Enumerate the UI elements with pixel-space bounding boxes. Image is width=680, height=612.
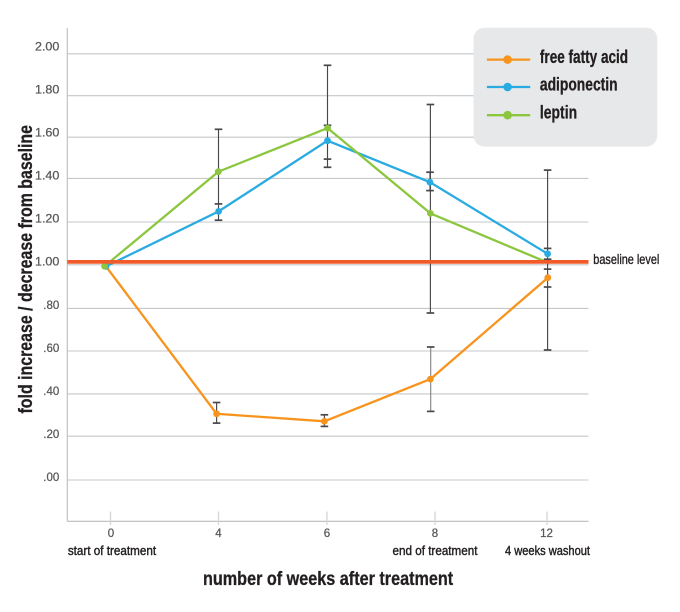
svg-text:1.40: 1.40 bbox=[35, 171, 59, 183]
svg-text:2.00: 2.00 bbox=[35, 42, 59, 54]
svg-text:4: 4 bbox=[215, 528, 222, 540]
svg-text:adiponectin: adiponectin bbox=[540, 74, 618, 94]
svg-text:.80: .80 bbox=[43, 300, 59, 312]
svg-text:fold increase / decrease from: fold increase / decrease from baseline bbox=[16, 125, 37, 414]
svg-text:4 weeks washout: 4 weeks washout bbox=[505, 544, 590, 558]
svg-text:1.60: 1.60 bbox=[35, 128, 59, 140]
svg-text:1.20: 1.20 bbox=[35, 214, 59, 226]
svg-text:start of treatment: start of treatment bbox=[68, 544, 157, 558]
svg-text:.60: .60 bbox=[43, 343, 59, 355]
svg-text:.20: .20 bbox=[43, 429, 59, 441]
svg-text:free fatty acid: free fatty acid bbox=[540, 47, 628, 67]
svg-text:leptin: leptin bbox=[540, 103, 577, 123]
svg-text:baseline level: baseline level bbox=[593, 252, 659, 267]
svg-text:0: 0 bbox=[108, 528, 114, 540]
svg-text:6: 6 bbox=[324, 528, 330, 540]
svg-text:end of treatment: end of treatment bbox=[393, 544, 478, 558]
svg-text:1.80: 1.80 bbox=[35, 85, 59, 97]
svg-text:.00: .00 bbox=[43, 472, 59, 484]
svg-text:12: 12 bbox=[540, 528, 553, 540]
svg-text:number of weeks after treatmen: number of weeks after treatment bbox=[203, 569, 454, 590]
svg-text:8: 8 bbox=[432, 528, 438, 540]
svg-text:.40: .40 bbox=[43, 386, 59, 398]
svg-text:1.00: 1.00 bbox=[35, 257, 59, 269]
